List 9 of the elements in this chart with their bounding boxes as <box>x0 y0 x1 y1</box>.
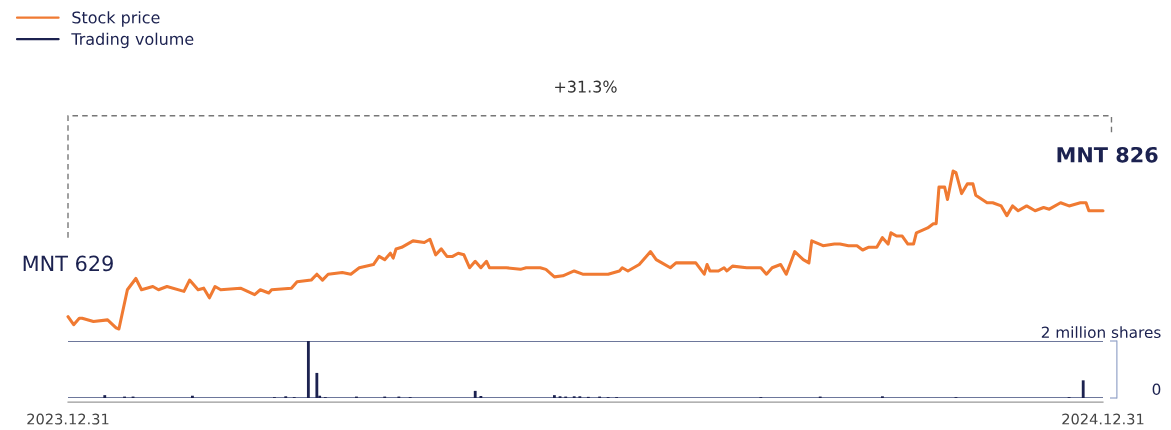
legend-label: Trading volume <box>71 32 194 49</box>
y-tick-label: 0 <box>1152 383 1161 396</box>
data-label: MNT 826 <box>1057 146 1158 163</box>
x-tick-label: 2024.12.31 <box>1062 413 1144 425</box>
data-label: MNT 629 <box>23 255 113 272</box>
legend-label: Stock price <box>72 11 160 27</box>
text: +31.3% <box>555 80 617 93</box>
y-tick-label: 2 million shares <box>1041 326 1161 339</box>
x-tick-label: 2023.12.31 <box>27 413 109 425</box>
